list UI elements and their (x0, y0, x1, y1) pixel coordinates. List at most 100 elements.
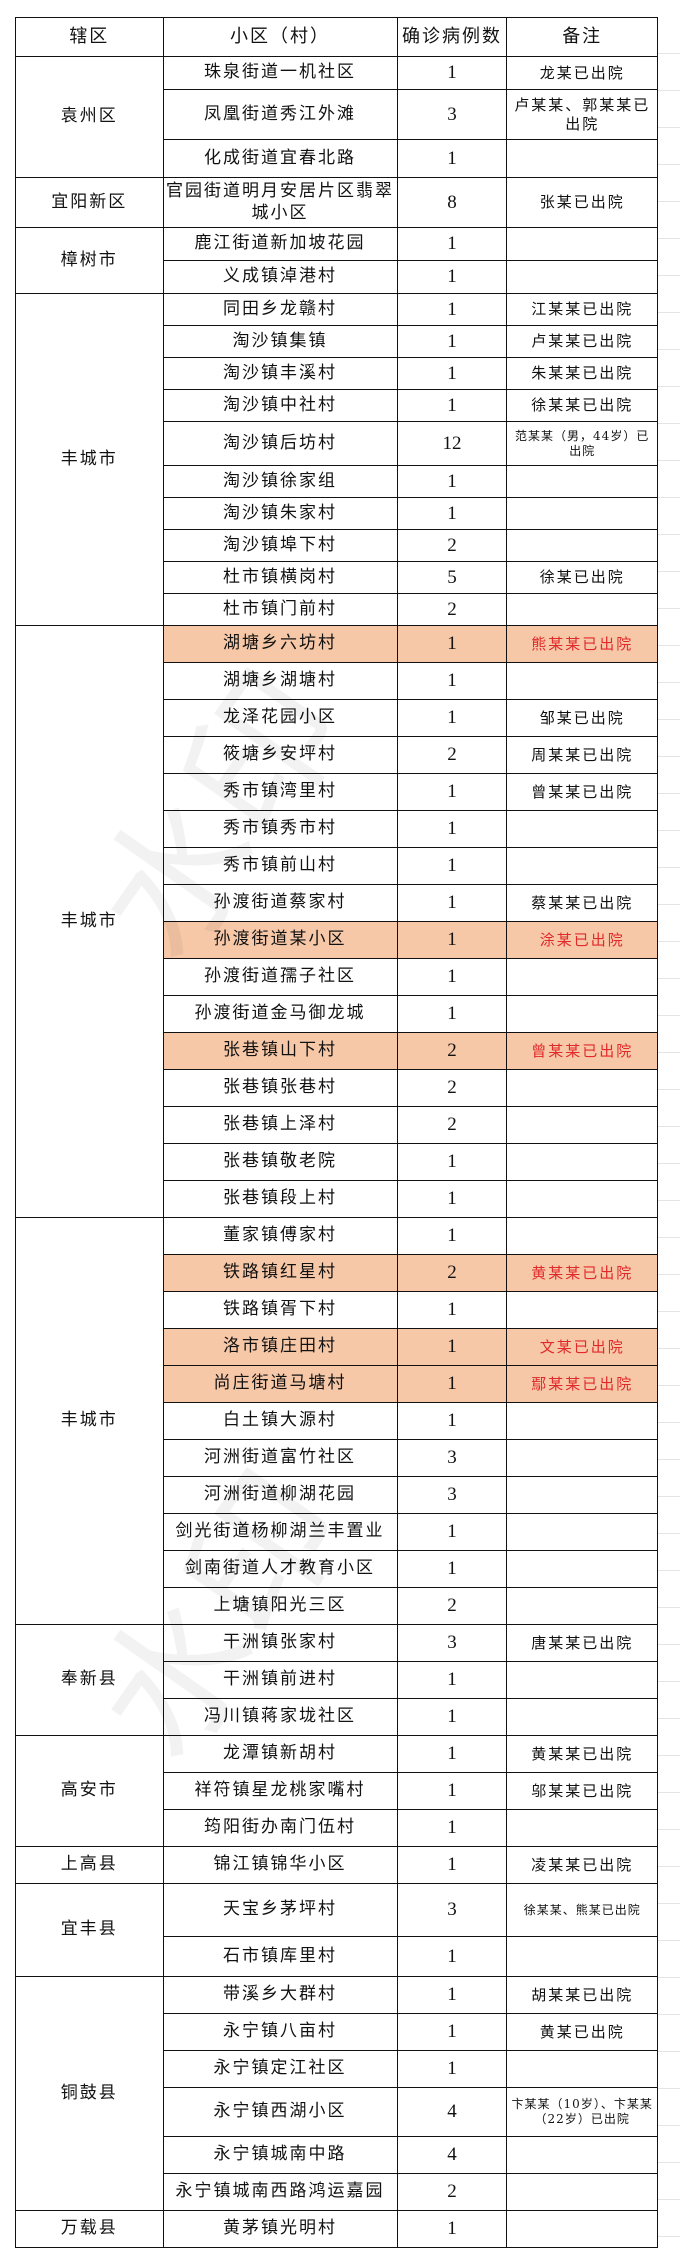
note-cell: 朱某某已出院 (506, 357, 658, 390)
table-row: 孙渡街道金马御龙城 1 (16, 995, 658, 1033)
community-cell: 河洲街道富竹社区 (162, 1439, 398, 1477)
community-cell: 鹿江街道新加坡花园 (162, 227, 398, 261)
cases-cell: 2 (396, 2173, 508, 2211)
cases-cell: 1 (396, 1217, 508, 1255)
community-cell: 杜市镇门前村 (162, 593, 398, 626)
note-cell (506, 227, 658, 261)
note-cell (506, 1143, 658, 1181)
note-cell: 范某某（男，44岁）已出院 (506, 421, 658, 466)
community-cell: 天宝乡茅坪村 (162, 1883, 398, 1937)
cases-cell: 12 (396, 421, 508, 466)
cases-cell: 1 (396, 773, 508, 811)
community-cell: 龙潭镇新胡村 (162, 1735, 398, 1773)
cases-cell: 1 (396, 1735, 508, 1773)
cases-cell: 1 (396, 1698, 508, 1736)
note-cell (506, 810, 658, 848)
note-cell: 邬某某已出院 (506, 1772, 658, 1810)
community-cell: 黄茅镇光明村 (162, 2210, 398, 2248)
table-row: 张巷镇敬老院 1 (16, 1143, 658, 1181)
cases-cell: 1 (396, 1846, 508, 1884)
cases-cell: 3 (396, 1439, 508, 1477)
note-cell (506, 847, 658, 885)
cases-cell: 1 (396, 1661, 508, 1699)
table-row: 袁州区 珠泉街道一机社区 1 龙某已出院 (15, 56, 658, 178)
cases-cell: 1 (396, 699, 508, 737)
cases-cell: 1 (396, 497, 508, 530)
table-row: 丰城市 董家镇傅家村 1 (15, 1217, 658, 1625)
cases-cell: 1 (396, 139, 508, 178)
community-cell: 永宁镇城南西路鸿运嘉园 (162, 2173, 398, 2211)
community-cell: 淘沙镇后坊村 (162, 421, 398, 466)
note-cell (506, 1106, 658, 1144)
table-row: 铁路镇胥下村 1 (16, 1291, 658, 1329)
note-cell (506, 2210, 658, 2248)
district-cell: 宜阳新区 (15, 177, 164, 228)
note-cell: 曾某某已出院 (506, 773, 658, 811)
header-cases: 确诊病例数 (396, 17, 508, 57)
community-cell: 淘沙镇埠下村 (162, 529, 398, 562)
table-row: 秀市镇前山村 1 (16, 847, 658, 885)
community-cell: 杜市镇横岗村 (162, 561, 398, 594)
cases-cell: 1 (396, 1550, 508, 1588)
note-cell (506, 139, 658, 178)
note-cell (506, 593, 658, 626)
community-cell: 筱塘乡安坪村 (162, 736, 398, 774)
community-cell: 带溪乡大群村 (162, 1976, 398, 2014)
table-row: 杜市镇门前村 2 (16, 593, 658, 626)
cases-cell: 1 (396, 1180, 508, 1218)
district-cell: 高安市 (15, 1735, 164, 1847)
cases-cell: 2 (396, 736, 508, 774)
cases-cell: 2 (396, 529, 508, 562)
note-cell: 张某已出院 (506, 177, 658, 228)
cases-cell: 3 (396, 1624, 508, 1662)
table-row: 丰城市 同田乡龙赣村 1 江某某已出院 (15, 293, 658, 626)
table-row: 樟树市 鹿江街道新加坡花园 1 (15, 227, 658, 294)
table-row: 上塘镇阳光三区 2 (16, 1587, 658, 1625)
note-cell: 卢某某已出院 (506, 325, 658, 358)
note-cell: 徐某某、熊某已出院 (506, 1883, 658, 1937)
note-cell (506, 1217, 658, 1255)
table-row: 上高县 锦江镇锦华小区 1 凌某某已出院 (15, 1846, 658, 1884)
cases-cell: 8 (396, 177, 508, 228)
table-row: 剑南街道人才教育小区 1 (16, 1550, 658, 1588)
header-district: 辖区 (15, 17, 164, 57)
table-row: 张巷镇张巷村 2 (16, 1069, 658, 1107)
cases-cell: 1 (396, 2210, 508, 2248)
community-cell: 铁路镇胥下村 (162, 1291, 398, 1329)
district-cell: 万载县 (15, 2210, 164, 2248)
community-cell: 永宁镇定江社区 (162, 2050, 398, 2088)
community-cell: 白土镇大源村 (162, 1402, 398, 1440)
community-cell: 淘沙镇集镇 (162, 325, 398, 358)
cases-cell: 2 (396, 593, 508, 626)
community-cell: 干洲镇前进村 (162, 1661, 398, 1699)
community-cell: 张巷镇上泽村 (162, 1106, 398, 1144)
table-row: 永宁镇城南西路鸿运嘉园 2 (16, 2173, 658, 2211)
note-cell: 凌某某已出院 (506, 1846, 658, 1884)
cases-cell: 1 (396, 465, 508, 498)
cases-cell: 1 (396, 2050, 508, 2088)
community-cell: 龙泽花园小区 (162, 699, 398, 737)
note-cell: 龙某已出院 (506, 56, 658, 90)
note-cell (506, 995, 658, 1033)
community-cell: 孙渡街道孺子社区 (162, 958, 398, 996)
community-cell: 淘沙镇朱家村 (162, 497, 398, 530)
note-cell: 鄢某某已出院 (506, 1365, 658, 1403)
confirmed-cases-table: 辖区 小区（村） 确诊病例数 备注 袁州区 珠泉街道一机社区 1 龙某已出院 凤凰街道秀… (15, 17, 658, 2248)
note-cell (506, 2136, 658, 2174)
cases-cell: 1 (396, 625, 508, 663)
table-row: 张巷镇山下村 2 曾某某已出院 (16, 1032, 658, 1070)
note-cell (506, 1439, 658, 1477)
note-cell: 江某某已出院 (506, 293, 658, 326)
community-cell: 湖塘乡六坊村 (162, 625, 398, 663)
table-row: 白土镇大源村 1 (16, 1402, 658, 1440)
community-cell: 化成街道宜春北路 (162, 139, 398, 178)
table-row: 永宁镇定江社区 1 (16, 2050, 658, 2088)
note-cell: 徐某某已出院 (506, 389, 658, 422)
table-row: 尚庄街道马塘村 1 鄢某某已出院 (16, 1365, 658, 1403)
note-cell (506, 662, 658, 700)
community-cell: 筠阳街办南门伍村 (162, 1809, 398, 1847)
table-row: 淘沙镇集镇 1 卢某某已出院 (16, 325, 658, 358)
table-row: 奉新县 干洲镇张家村 3 唐某某已出院 (15, 1624, 658, 1736)
table-row: 孙渡街道蔡家村 1 蔡某某已出院 (16, 884, 658, 922)
cases-cell: 1 (396, 2013, 508, 2051)
